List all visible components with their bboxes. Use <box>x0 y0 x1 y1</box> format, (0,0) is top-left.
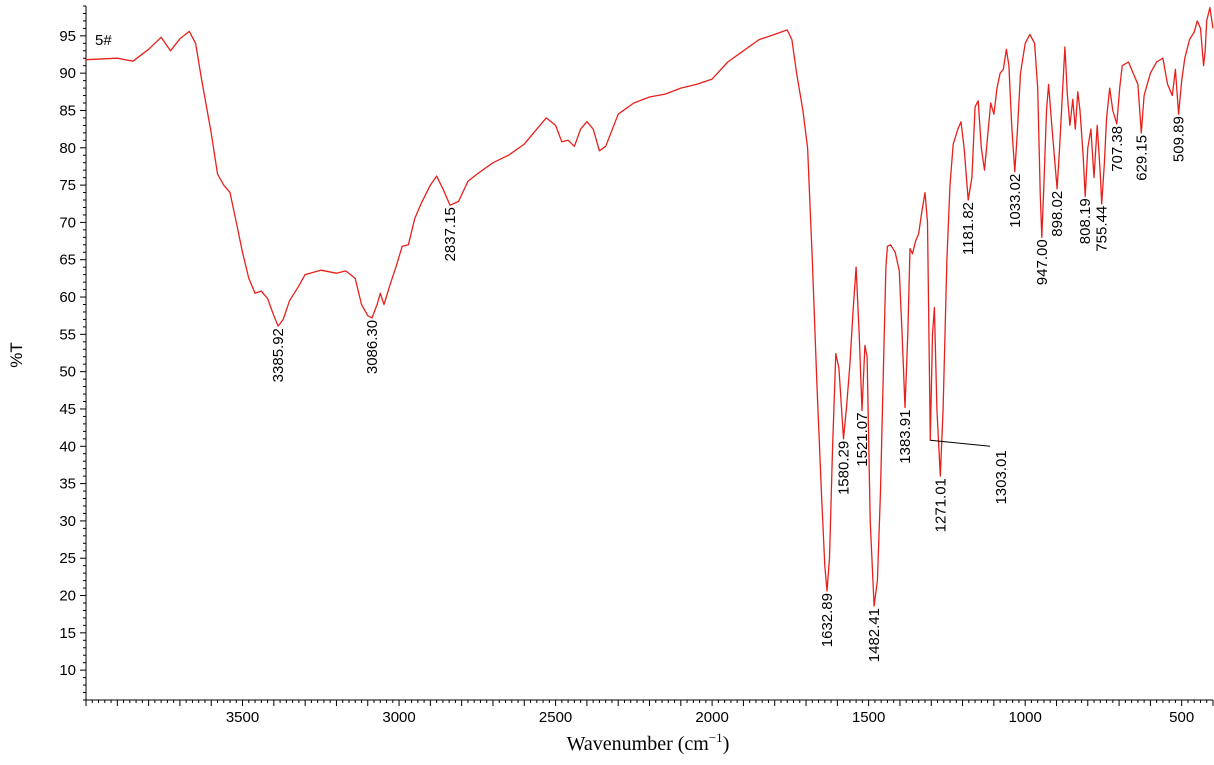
x-tick-label: 3000 <box>382 709 415 726</box>
peak-leader-line <box>930 439 991 447</box>
peak-label: 509.89 <box>1171 116 1188 162</box>
peak-label: 3086.30 <box>364 320 381 374</box>
peak-label: 808.19 <box>1077 198 1094 244</box>
peak-label: 629.15 <box>1133 135 1150 181</box>
peak-labels: 3385.92 3086.30 2837.15 1632.89 1580.291521.… <box>270 116 1187 662</box>
y-axis: 10 15 20 25 30 35 40 45 50 55 60 65 70 75 80 85 90 95 <box>59 5 87 701</box>
x-tick-label: 3500 <box>226 709 259 726</box>
y-tick-label: 65 <box>59 252 76 269</box>
y-tick-label: 80 <box>59 140 76 157</box>
peak-label: 1271.01 <box>932 478 949 532</box>
peak-label: 755.44 <box>1094 206 1111 252</box>
x-axis: 3500 3000 2500 2000 1500 1000 500 <box>85 699 1214 726</box>
peak-label: 707.38 <box>1109 126 1126 172</box>
peak-label: 1303.01 <box>993 450 1010 504</box>
peak-label: 2837.15 <box>442 207 459 261</box>
spectrum-line <box>85 6 1214 607</box>
y-tick-label: 25 <box>59 550 76 567</box>
x-tick-label: 2000 <box>695 709 728 726</box>
peak-label: 1521.07 <box>854 413 871 467</box>
y-tick-label: 95 <box>59 28 76 45</box>
y-tick-label: 55 <box>59 326 76 343</box>
peak-label: 1482.41 <box>866 608 883 662</box>
x-tick-label: 500 <box>1169 709 1194 726</box>
sample-label: 5# <box>95 32 112 49</box>
y-tick-label: 90 <box>59 65 76 82</box>
peak-label: 1580.29 <box>836 441 853 495</box>
y-tick-label: 10 <box>59 662 76 679</box>
y-tick-label: 30 <box>59 513 76 530</box>
x-axis-title-close: ) <box>723 733 730 755</box>
x-tick-label: 1500 <box>852 709 885 726</box>
x-tick-label: 1000 <box>1008 709 1041 726</box>
y-tick-label: 45 <box>59 401 76 418</box>
x-axis-title-sup: −1 <box>709 730 723 745</box>
x-axis-title-main: Wavenumber (cm <box>567 733 710 755</box>
y-tick-label: 40 <box>59 438 76 455</box>
peak-label: 898.02 <box>1049 191 1066 237</box>
y-tick-label: 75 <box>59 177 76 194</box>
x-tick-label: 2500 <box>539 709 572 726</box>
y-tick-label: 15 <box>59 625 76 642</box>
peak-label: 1033.02 <box>1007 174 1024 228</box>
peak-label: 1181.82 <box>960 202 977 255</box>
y-axis-title: %T <box>7 342 26 368</box>
y-tick-label: 35 <box>59 476 76 493</box>
y-tick-label: 20 <box>59 588 76 605</box>
peak-label: 3385.92 <box>270 328 287 382</box>
y-tick-label: 50 <box>59 364 76 381</box>
y-tick-label: 85 <box>59 102 76 119</box>
spectrum-series <box>85 6 1214 607</box>
x-axis-title: Wavenumber (cm−1) <box>567 730 730 755</box>
peak-label: 1383.91 <box>897 410 914 464</box>
peak-label: 947.00 <box>1034 239 1051 285</box>
peak-label: 1632.89 <box>819 593 836 647</box>
y-tick-label: 60 <box>59 289 76 306</box>
y-tick-label: 70 <box>59 214 76 231</box>
